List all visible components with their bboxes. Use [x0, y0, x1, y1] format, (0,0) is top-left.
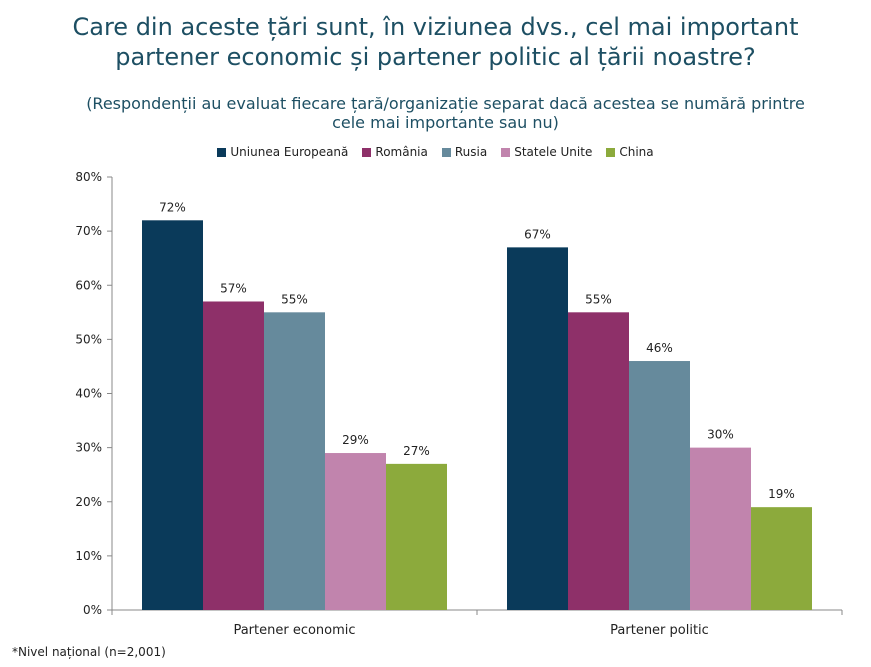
y-tick-label: 10% [75, 549, 102, 563]
bar-statele-unite [325, 453, 386, 610]
y-tick-label: 0% [83, 603, 102, 617]
legend-item-statele-unite: Statele Unite [501, 145, 592, 159]
bar-china [751, 507, 812, 610]
bar-românia [203, 301, 264, 610]
legend-swatch [606, 147, 616, 157]
bar-statele-unite [690, 447, 751, 610]
bar-uniunea-europeană [507, 247, 568, 611]
x-category-label: Partener politic [610, 623, 709, 638]
bar-românia [568, 312, 629, 610]
legend: Uniunea Europeană România Rusia Statele … [0, 145, 871, 159]
legend-item-rusia: Rusia [441, 145, 488, 159]
legend-label: Statele Unite [514, 145, 593, 159]
legend-label: Rusia [454, 145, 488, 159]
legend-swatch [217, 147, 227, 157]
legend-label: China [619, 145, 654, 159]
data-label: 67% [524, 227, 551, 241]
legend-swatch [441, 147, 451, 157]
data-label: 72% [159, 200, 186, 214]
chart-title: Care din aceste țări sunt, în viziunea d… [0, 12, 871, 72]
subtitle-line-2: cele mai importante sau nu) [332, 113, 559, 132]
y-tick-label: 20% [75, 495, 102, 509]
bar-uniunea-europeană [142, 220, 203, 611]
legend-swatch [362, 147, 372, 157]
data-label: 19% [768, 487, 795, 501]
data-label: 55% [281, 292, 308, 306]
y-tick-label: 30% [75, 441, 102, 455]
data-label: 30% [707, 428, 734, 442]
y-tick-label: 40% [75, 387, 102, 401]
data-label: 46% [646, 341, 673, 355]
data-label: 29% [342, 433, 369, 447]
subtitle-line-1: (Respondenții au evaluat fiecare țară/or… [86, 94, 805, 113]
bar-rusia [629, 361, 690, 610]
data-label: 57% [220, 281, 247, 295]
data-label: 55% [585, 292, 612, 306]
bar-rusia [264, 312, 325, 610]
legend-item-uniunea-europeana: Uniunea Europeană [217, 145, 348, 159]
y-tick-label: 60% [75, 278, 102, 292]
x-category-label: Partener economic [233, 623, 355, 638]
title-line-1: Care din aceste țări sunt, în viziunea d… [72, 13, 799, 41]
legend-item-china: China [606, 145, 654, 159]
legend-item-romania: România [362, 145, 428, 159]
y-tick-label: 50% [75, 332, 102, 346]
title-line-2: partener economic și partener politic al… [115, 43, 756, 71]
y-tick-label: 70% [75, 224, 102, 238]
footnote: *Nivel național (n=2,001) [12, 645, 166, 659]
legend-label: România [375, 145, 428, 159]
data-label: 27% [403, 444, 430, 458]
legend-swatch [501, 147, 511, 157]
chart-subtitle: (Respondenții au evaluat fiecare țară/or… [20, 94, 871, 132]
y-tick-label: 80% [75, 170, 102, 184]
bar-china [386, 463, 447, 610]
legend-label: Uniunea Europeană [230, 145, 349, 159]
